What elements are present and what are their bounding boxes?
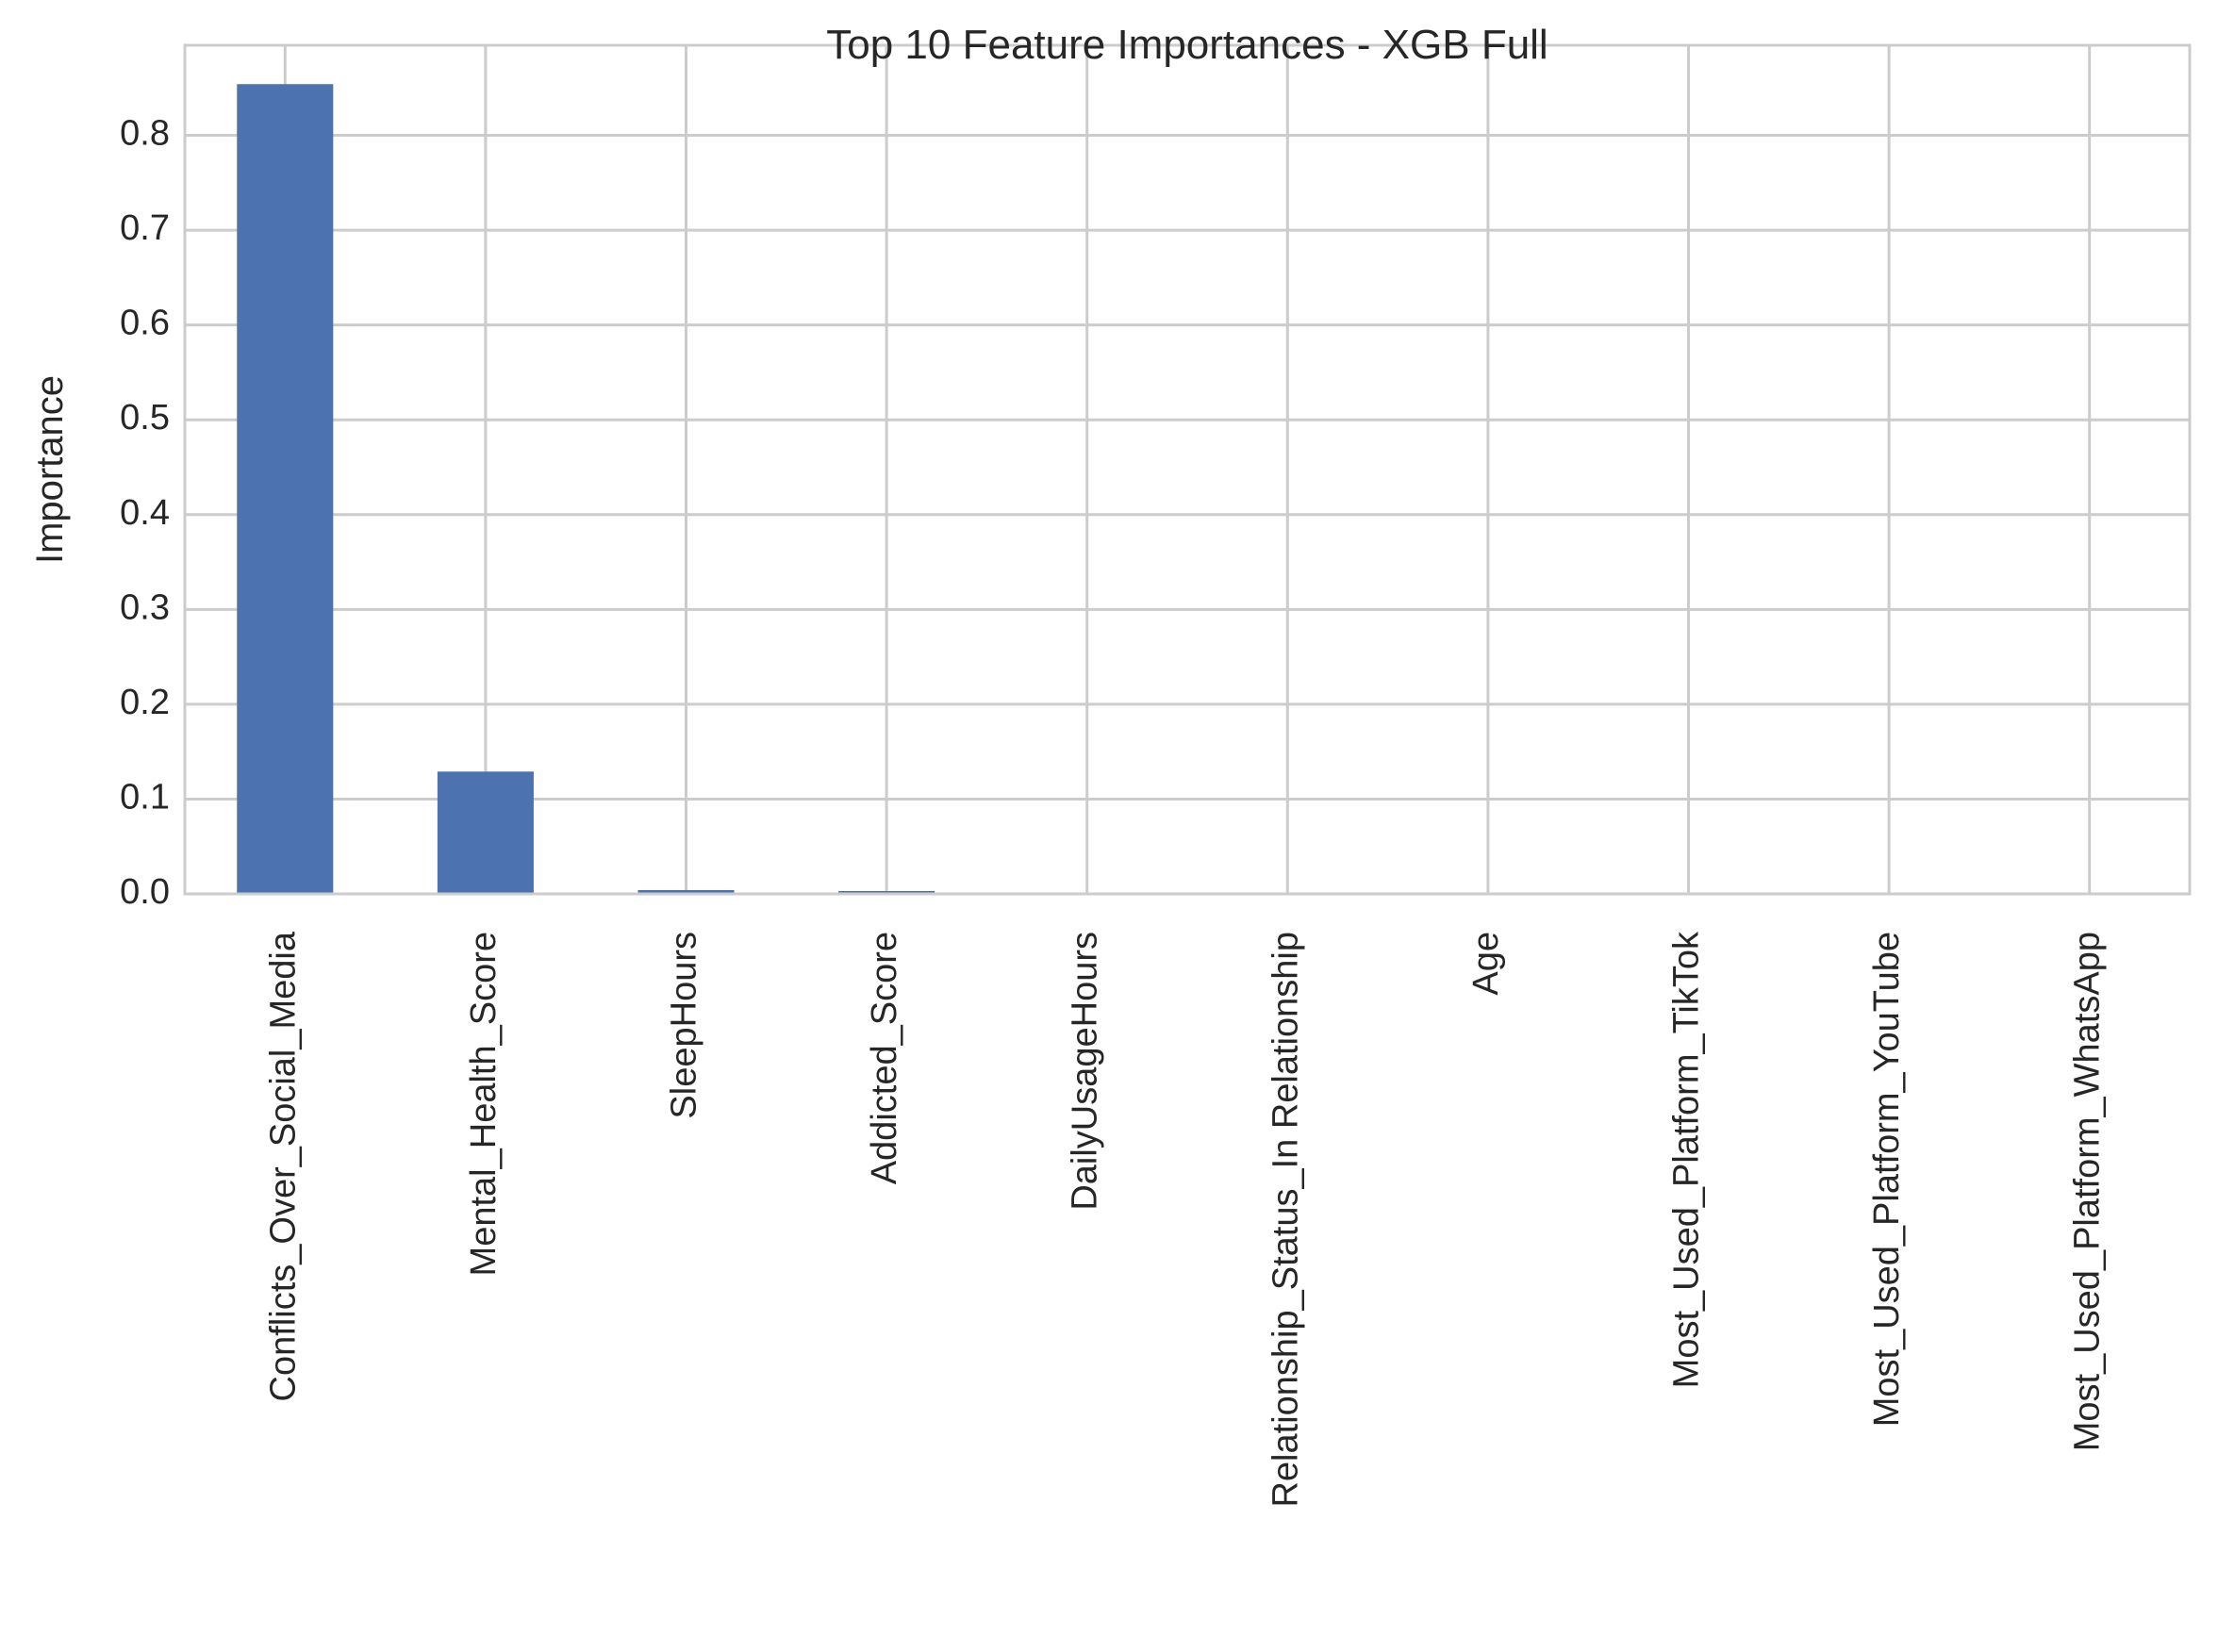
y-axis-label: Importance <box>29 375 71 564</box>
y-tick-label: 0.0 <box>120 872 170 912</box>
bar-addicted-score <box>838 890 935 894</box>
bar-mental-health-score <box>437 771 534 894</box>
y-tick-labels: 0.0 0.1 0.2 0.3 0.4 0.5 0.6 0.7 0.8 <box>120 114 170 912</box>
x-tick-label: Most_Used_Platform_TikTok <box>1667 931 1707 1388</box>
y-tick-label: 0.7 <box>120 208 170 248</box>
x-tick-label: Mental_Health_Score <box>464 932 504 1276</box>
y-tick-label: 0.2 <box>120 683 170 722</box>
x-tick-label: DailyUsageHours <box>1066 932 1105 1211</box>
y-tick-label: 0.5 <box>120 398 170 438</box>
x-tick-label: Most_Used_Platform_WhatsApp <box>2068 932 2108 1451</box>
y-tick-label: 0.4 <box>120 493 170 533</box>
bar-conflicts-over-social-media <box>237 84 334 894</box>
x-tick-label: Age <box>1466 932 1506 996</box>
y-tick-label: 0.3 <box>120 587 170 627</box>
x-tick-labels: Conflicts_Over_Social_Media Mental_Health… <box>263 931 2107 1508</box>
y-tick-label: 0.1 <box>120 777 170 817</box>
y-tick-label: 0.8 <box>120 114 170 154</box>
chart-title: Top 10 Feature Importances - XGB Full <box>826 22 1548 68</box>
x-tick-label: Relationship_Status_In Relationship <box>1266 932 1305 1508</box>
x-tick-label: Addicted_Score <box>865 932 904 1184</box>
bar-sleephours <box>637 889 735 894</box>
y-tick-label: 0.6 <box>120 304 170 343</box>
x-tick-label: SleepHours <box>665 932 704 1119</box>
grid-lines <box>185 45 2190 896</box>
bars <box>237 84 2138 894</box>
x-tick-label: Conflicts_Over_Social_Media <box>263 931 303 1401</box>
x-tick-label: Most_Used_Platform_YouTube <box>1867 932 1907 1427</box>
plot-frame <box>183 43 2192 896</box>
